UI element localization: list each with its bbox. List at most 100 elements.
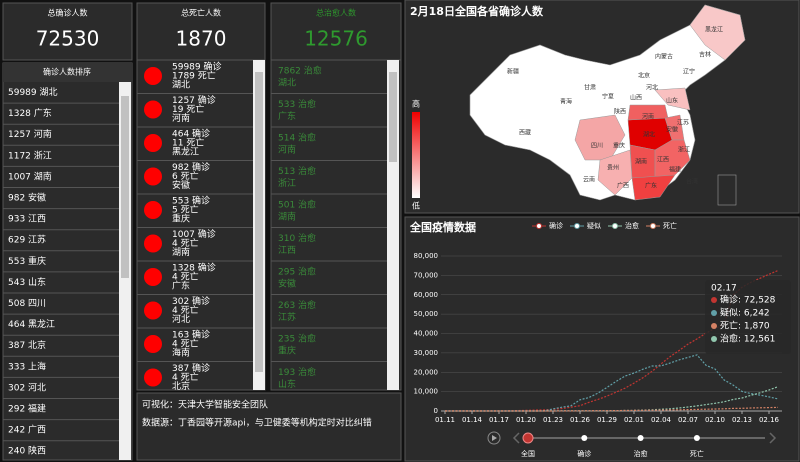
cured-count: 235 治愈 <box>278 333 316 345</box>
province-label: 辽宁 <box>683 68 695 76</box>
legend-label[interactable]: 疑似 <box>587 221 601 230</box>
province-label: 吉林 <box>699 51 711 59</box>
scroll-thumb[interactable] <box>389 72 397 162</box>
rank-row[interactable]: 333 上海 <box>8 360 46 372</box>
province[interactable] <box>654 87 691 111</box>
province-label: 安徽 <box>666 126 678 134</box>
death-icon <box>144 301 162 320</box>
tooltip-item: 确诊: 72,528 <box>720 294 776 306</box>
play-button[interactable] <box>487 431 501 445</box>
rank-row[interactable]: 302 河北 <box>8 381 46 393</box>
cured-count: 310 治愈 <box>278 232 316 244</box>
timeline-label[interactable]: 全国 <box>521 449 535 458</box>
scrollbar[interactable] <box>387 60 399 390</box>
next-button[interactable] <box>769 432 777 444</box>
summary-label: 总确诊人数 <box>48 8 88 18</box>
scroll-thumb[interactable] <box>121 96 129 278</box>
rank-row[interactable]: 1257 河南 <box>8 128 52 140</box>
cured-province: 江西 <box>278 245 296 256</box>
tooltip <box>705 280 791 354</box>
legend-label[interactable]: 死亡 <box>663 221 677 230</box>
y-tick-label: 0 <box>434 407 438 415</box>
rank-row[interactable]: 543 山东 <box>8 276 46 288</box>
scroll-thumb[interactable] <box>255 72 263 372</box>
rank-row[interactable]: 240 陕西 <box>8 445 46 457</box>
death-count: 4 死亡 <box>172 304 199 316</box>
province-label: 北京 <box>638 72 650 80</box>
y-tick-label: 80,000 <box>414 252 439 260</box>
province-label: 贵州 <box>607 164 619 172</box>
rank-row[interactable]: 1172 浙江 <box>8 149 52 161</box>
panel <box>136 59 266 391</box>
timeline-label[interactable]: 死亡 <box>690 449 704 458</box>
death-confirmed: 553 确诊 <box>172 195 210 207</box>
timeline-point[interactable] <box>522 432 534 444</box>
y-tick-label: 40,000 <box>414 330 439 338</box>
timeline-label[interactable]: 确诊 <box>577 449 591 458</box>
death-icon <box>144 67 162 85</box>
tooltip-dot <box>711 323 717 329</box>
rank-row[interactable]: 982 安徽 <box>8 192 46 204</box>
province-label: 湖北 <box>643 131 655 139</box>
summary-value: 12576 <box>304 27 368 51</box>
x-tick-label: 02.10 <box>705 416 725 424</box>
rank-row[interactable]: 933 江西 <box>8 214 46 225</box>
timeline-point[interactable] <box>581 435 588 441</box>
cured-count: 7862 治愈 <box>278 65 322 77</box>
tooltip-dot <box>711 297 717 303</box>
legend-high: 高 <box>412 99 420 109</box>
province[interactable] <box>631 174 676 201</box>
province-label: 台湾 <box>686 178 698 186</box>
tooltip-dot <box>711 310 717 316</box>
rank-row[interactable]: 553 重庆 <box>8 255 46 267</box>
rank-row[interactable]: 508 四川 <box>8 299 46 309</box>
rank-row[interactable]: 242 广西 <box>8 424 46 436</box>
province-label: 福建 <box>669 166 681 174</box>
timeline-point[interactable] <box>693 435 700 441</box>
legend-label[interactable]: 治愈 <box>625 221 639 230</box>
y-tick-label: 20,000 <box>414 368 439 376</box>
scrollbar[interactable] <box>119 82 131 460</box>
x-tick-label: 02.01 <box>624 416 644 424</box>
rank-row[interactable]: 292 福建 <box>8 403 46 415</box>
play-icon <box>492 435 497 441</box>
prev-button[interactable] <box>512 432 520 444</box>
province-label: 湖南 <box>635 158 647 166</box>
y-tick-label: 60,000 <box>414 291 439 299</box>
rank-row[interactable]: 1328 广东 <box>8 107 52 119</box>
scrollbar[interactable] <box>253 60 265 390</box>
x-tick-label: 02.16 <box>759 416 780 424</box>
summary-value: 1870 <box>176 27 227 51</box>
death-count: 4 死亡 <box>172 338 199 350</box>
death-icon <box>144 134 162 152</box>
rank-row[interactable]: 59989 湖北 <box>8 87 58 98</box>
legend-label[interactable]: 确诊 <box>549 221 563 230</box>
timeline-point[interactable] <box>637 435 644 441</box>
timeline-label[interactable]: 治愈 <box>634 449 648 458</box>
cured-province: 江苏 <box>278 311 296 323</box>
death-confirmed: 1257 确诊 <box>172 94 216 106</box>
province-label: 山西 <box>630 94 642 102</box>
summary-label: 总治愈人数 <box>316 8 356 18</box>
rank-row[interactable]: 464 黑龙江 <box>8 318 55 330</box>
province[interactable] <box>689 4 746 61</box>
rank-row[interactable]: 1007 湖南 <box>8 170 52 182</box>
death-confirmed: 1007 确诊 <box>172 228 216 240</box>
death-province: 河北 <box>172 313 190 325</box>
chart-title: 全国疫情数据 <box>409 220 476 234</box>
province-label: 四川 <box>591 143 603 150</box>
province-label: 重庆 <box>613 142 625 150</box>
rank-row[interactable]: 387 北京 <box>8 339 46 351</box>
x-tick-label: 01.26 <box>570 416 591 424</box>
death-icon <box>144 368 162 387</box>
list-header <box>3 63 132 82</box>
cured-province: 河南 <box>278 144 296 156</box>
death-confirmed: 302 确诊 <box>172 295 210 307</box>
y-tick-label: 70,000 <box>414 271 439 279</box>
list-title: 确诊人数排序 <box>43 67 91 77</box>
cured-count: 193 治愈 <box>278 366 316 378</box>
map <box>412 4 746 206</box>
rank-row[interactable]: 629 江苏 <box>8 234 46 246</box>
province[interactable] <box>597 149 633 196</box>
